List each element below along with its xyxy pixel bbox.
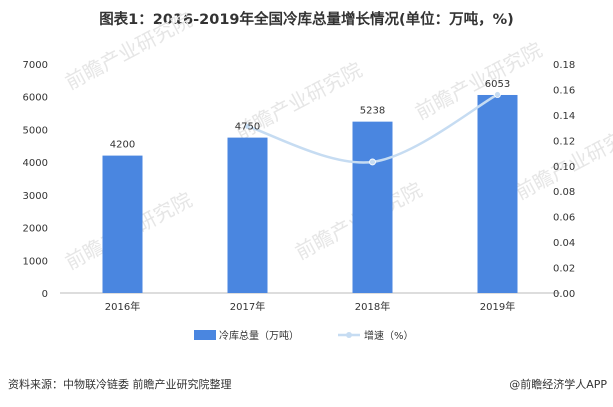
left-axis-tick: 7000 <box>23 60 48 71</box>
bar-2019年 <box>477 94 518 293</box>
chart-title: 图表1：2016-2019年全国冷库总量增长情况(单位：万吨，%) <box>99 12 514 28</box>
left-axis-tick: 4000 <box>23 158 48 169</box>
brand-note: @前瞻经济学人APP <box>509 378 607 391</box>
growth-point <box>369 158 376 166</box>
right-axis-tick: 0.10 <box>553 162 575 173</box>
left-axis-tick: 1000 <box>23 256 48 267</box>
x-axis-tick: 2017年 <box>230 300 265 313</box>
left-axis-tick: 2000 <box>23 224 48 235</box>
right-axis-tick: 0.02 <box>553 264 575 275</box>
growth-point <box>494 91 501 98</box>
x-axis-tick: 2016年 <box>105 300 140 313</box>
legend-line-label: 增速（%） <box>364 329 414 342</box>
right-axis-tick: 0.06 <box>553 213 575 224</box>
right-axis-tick: 0.18 <box>553 60 575 71</box>
data-label: 4750 <box>235 122 260 133</box>
source-note: 资料来源：中物联冷链委 前瞻产业研究院整理 <box>8 378 232 391</box>
left-axis-tick: 3000 <box>23 191 48 202</box>
right-axis-tick: 0.14 <box>553 111 575 122</box>
bar-2017年 <box>227 137 268 293</box>
watermark-text: 前瞻产业研究院 <box>61 7 196 94</box>
data-label: 4200 <box>110 140 135 151</box>
legend-bar-label: 冷库总量（万吨） <box>219 329 299 342</box>
right-axis-tick: 0.12 <box>553 136 575 147</box>
right-axis-tick: 0.00 <box>553 289 575 300</box>
data-label: 5238 <box>360 106 385 117</box>
growth-point <box>244 122 251 130</box>
right-axis-tick: 0.04 <box>553 238 575 249</box>
left-axis-tick: 0 <box>42 289 48 300</box>
bar-2018年 <box>352 121 393 293</box>
watermark-layer: 前瞻产业研究院前瞻产业研究院前瞻产业研究院前瞻产业研究院前瞻产业研究院前瞻产业研… <box>61 7 613 274</box>
right-axis-tick: 0.08 <box>553 187 575 198</box>
left-axis-tick: 6000 <box>23 93 48 104</box>
right-axis-tick: 0.16 <box>553 85 575 96</box>
legend-bar-swatch <box>194 330 216 340</box>
x-axis-tick: 2019年 <box>480 300 515 313</box>
legend-line-marker <box>346 332 352 338</box>
x-axis-tick: 2018年 <box>355 300 390 313</box>
bar-2016年 <box>102 155 143 293</box>
left-axis-tick: 5000 <box>23 125 48 136</box>
data-label: 6053 <box>485 79 510 90</box>
